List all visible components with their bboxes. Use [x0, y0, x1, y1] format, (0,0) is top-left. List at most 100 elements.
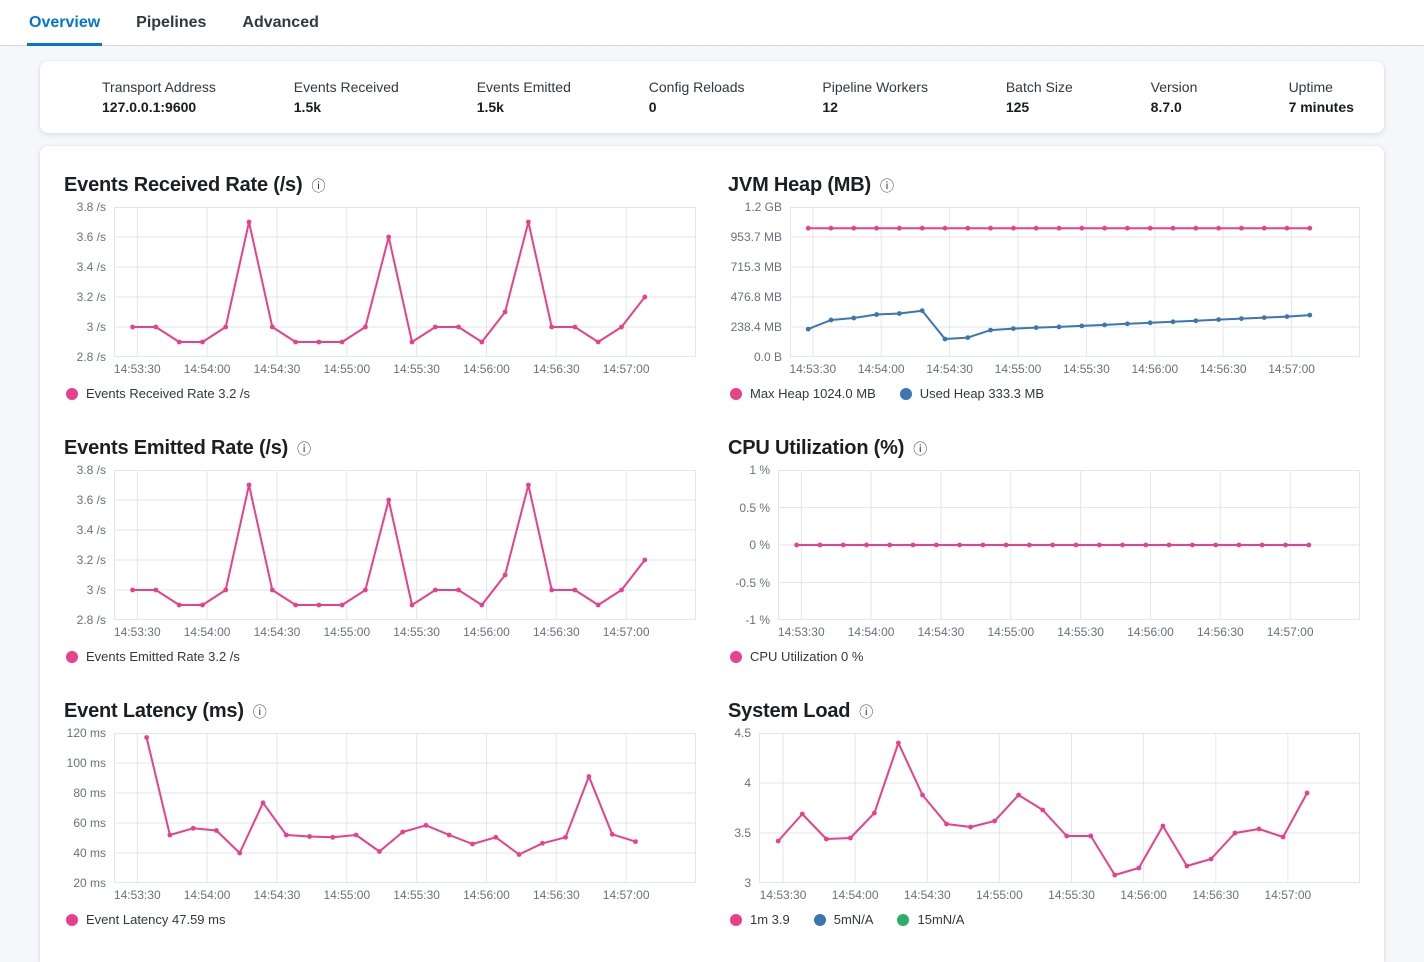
y-axis: 3.8 /s 3.6 /s 3.4 /s 3.2 /s 3 /s 2.8 /s — [64, 463, 114, 627]
legend-item[interactable]: CPU Utilization 0 % — [730, 649, 863, 664]
chart-title: CPU Utilization (%) — [728, 437, 905, 459]
plot-area — [114, 733, 696, 883]
x-tick-label: 14:56:30 — [1192, 888, 1240, 902]
chart-event-latency: Event Latency (ms) ⓘ 120 ms 100 ms 80 ms 60… — [64, 700, 696, 927]
x-axis: 14:53:30 14:54:00 14:54:30 14:55:00 14:55:30… — [759, 883, 1360, 903]
chart-events-received-rate: Events Received Rate (/s) ⓘ 3.8 /s 3.6 /s… — [64, 174, 696, 401]
stat-label: Transport Address — [102, 79, 216, 95]
legend-label: Used Heap 333.3 MB — [919, 386, 1045, 401]
x-tick-label: 14:57:00 — [1266, 625, 1314, 639]
info-icon[interactable]: ⓘ — [311, 177, 326, 194]
chart-legend: CPU Utilization 0 % — [728, 649, 1360, 664]
x-tick-label: 14:54:00 — [183, 888, 231, 902]
x-tick-label: 14:55:00 — [323, 625, 371, 639]
legend-dot-icon — [66, 913, 78, 926]
stat-value: 127.0.0.1:9600 — [102, 99, 197, 115]
info-icon[interactable]: ⓘ — [859, 703, 874, 720]
y-tick-label: -0.5 % — [735, 575, 770, 590]
y-tick-label: 80 ms — [73, 786, 106, 800]
x-tick-label: 14:54:30 — [926, 362, 973, 376]
x-tick-label: 14:54:30 — [903, 888, 951, 902]
legend-item[interactable]: Used Heap 333.3 MB — [899, 386, 1045, 401]
x-tick-label: 14:56:00 — [463, 362, 510, 376]
y-tick-label: -1 % — [745, 613, 770, 627]
stat-events-emitted: Events Emitted 1.5k — [477, 78, 571, 116]
chart-cpu-utilization: CPU Utilization (%) ⓘ 1 % 0.5 % 0 % -0.5 % -… — [728, 437, 1360, 664]
info-icon[interactable]: ⓘ — [879, 177, 894, 194]
x-tick-label: 14:55:00 — [323, 362, 371, 376]
y-tick-label: 715.3 MB — [730, 260, 782, 274]
y-tick-label: 40 ms — [73, 846, 106, 860]
x-tick-label: 14:55:30 — [1057, 625, 1104, 639]
y-axis: 120 ms 100 ms 80 ms 60 ms 40 ms 20 ms — [64, 726, 114, 890]
tab-advanced[interactable]: Advanced — [242, 14, 319, 31]
legend-item[interactable]: Events Emitted Rate 3.2 /s — [66, 649, 240, 664]
stat-uptime: Uptime 7 minutes — [1289, 78, 1354, 116]
legend-item[interactable]: 15mN/A — [897, 912, 964, 927]
x-tick-label: 14:55:30 — [393, 625, 440, 639]
info-icon[interactable]: ⓘ — [252, 703, 267, 720]
info-icon[interactable]: ⓘ — [297, 440, 312, 457]
stat-value: 0 — [648, 99, 657, 115]
x-tick-label: 14:54:00 — [831, 888, 879, 902]
x-tick-label: 14:53:30 — [789, 362, 837, 376]
x-axis: 14:53:30 14:54:00 14:54:30 14:55:00 14:55:30… — [114, 620, 696, 640]
x-tick-label: 14:55:30 — [1048, 888, 1095, 902]
legend-dot-icon — [66, 650, 78, 663]
x-tick-label: 14:56:00 — [1120, 888, 1167, 902]
tab-overview[interactable]: Overview — [27, 2, 103, 46]
y-tick-label: 3.8 /s — [76, 200, 106, 214]
legend-label: 1m 3.9 — [750, 912, 790, 927]
chart-system-load: System Load ⓘ 4.5 4 3.5 3 14:53:30 14:54:00 1… — [728, 700, 1360, 927]
legend-item[interactable]: Event Latency 47.59 ms — [66, 912, 225, 927]
stat-label: Config Reloads — [648, 79, 745, 95]
x-tick-label: 14:55:30 — [393, 888, 440, 902]
plot-area — [778, 470, 1360, 620]
chart-legend: Events Received Rate 3.2 /s — [64, 386, 696, 401]
tab-pipelines[interactable]: Pipelines — [136, 14, 207, 31]
legend-label: 5mN/A — [833, 912, 874, 927]
stat-value: 12 — [822, 99, 838, 115]
chart-title: Events Emitted Rate (/s) — [64, 437, 289, 459]
legend-item[interactable]: 1m 3.9 — [730, 912, 790, 927]
legend-label: Max Heap 1024.0 MB — [750, 386, 876, 401]
chart-svg — [114, 207, 696, 357]
x-tick-label: 14:54:00 — [183, 362, 231, 376]
y-tick-label: 3.2 /s — [76, 290, 106, 304]
legend-label: 15mN/A — [917, 912, 965, 927]
page-content: Transport Address 127.0.0.1:9600 Events … — [0, 46, 1424, 962]
y-tick-label: 20 ms — [73, 876, 106, 890]
chart-title: System Load — [728, 700, 851, 722]
x-tick-label: 14:55:30 — [1063, 362, 1110, 376]
chart-svg — [759, 733, 1360, 883]
x-tick-label: 14:53:30 — [777, 625, 825, 639]
x-tick-label: 14:57:00 — [602, 625, 650, 639]
legend-item[interactable]: 5mN/A — [813, 912, 874, 927]
chart-svg — [114, 470, 696, 620]
stat-pipeline-workers: Pipeline Workers 12 — [822, 78, 928, 116]
y-axis: 3.8 /s 3.6 /s 3.4 /s 3.2 /s 3 /s 2.8 /s — [64, 200, 114, 364]
x-tick-label: 14:53:30 — [113, 625, 161, 639]
y-tick-label: 2.8 /s — [76, 350, 106, 364]
y-tick-label: 0.5 % — [739, 500, 770, 515]
charts-panel: Events Received Rate (/s) ⓘ 3.8 /s 3.6 /s… — [40, 146, 1384, 962]
legend-item[interactable]: Events Received Rate 3.2 /s — [66, 386, 250, 401]
legend-label: CPU Utilization 0 % — [750, 649, 864, 664]
stat-value: 1.5k — [476, 99, 504, 115]
chart-legend: 1m 3.9 5mN/A 15mN/A — [728, 912, 1360, 927]
x-tick-label: 14:53:30 — [113, 888, 161, 902]
legend-item[interactable]: Max Heap 1024.0 MB — [730, 386, 876, 401]
x-tick-label: 14:57:00 — [602, 362, 650, 376]
stat-value: 1.5k — [293, 99, 322, 115]
x-tick-label: 14:54:00 — [857, 362, 905, 376]
x-tick-label: 14:55:00 — [994, 362, 1042, 376]
y-tick-label: 4.5 — [734, 726, 751, 740]
y-tick-label: 0.0 B — [753, 350, 782, 364]
y-tick-label: 60 ms — [73, 816, 106, 830]
legend-dot-icon — [897, 913, 910, 926]
x-tick-label: 14:56:00 — [1131, 362, 1179, 376]
plot-area — [759, 733, 1360, 883]
chart-svg — [790, 207, 1360, 357]
info-icon[interactable]: ⓘ — [913, 440, 928, 457]
y-tick-label: 3.8 /s — [76, 463, 106, 477]
